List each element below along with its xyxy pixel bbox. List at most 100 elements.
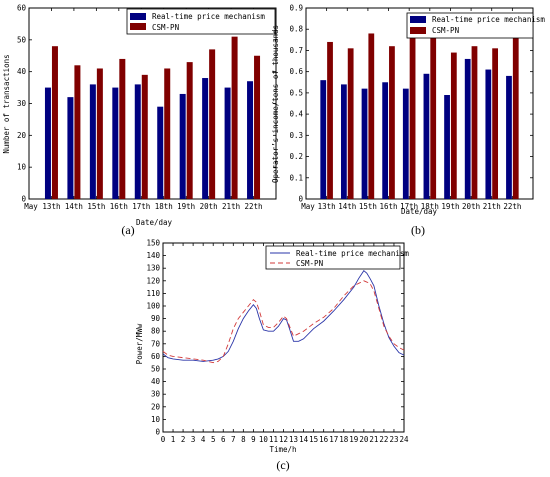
chart-c-ytick-label: 0 <box>155 428 160 437</box>
chart-b-xtick-label: 18th <box>421 202 439 211</box>
chart-c-xtick-label: 17 <box>329 435 338 444</box>
chart-c-ytick-label: 110 <box>146 289 160 298</box>
chart-a-bar-realtime <box>224 87 231 199</box>
chart-a-bar-realtime <box>67 97 74 199</box>
chart-c-xtick-label: 22 <box>379 435 388 444</box>
chart-c-ytick-label: 60 <box>151 352 161 361</box>
chart-a-bar-realtime <box>179 93 186 199</box>
chart-b-ytick-label: 0.7 <box>289 46 303 55</box>
chart-c-xtick-label: 8 <box>241 435 246 444</box>
chart-c-xlabel: Time/h <box>269 445 296 454</box>
chart-a-bar-csm-pn <box>74 65 81 199</box>
chart-a-bar-realtime <box>157 106 164 199</box>
chart-c-ylabel: Power/MWw <box>135 323 144 364</box>
chart-a-bar-csm-pn <box>96 68 103 199</box>
chart-a-xtick-prefix: May <box>24 202 38 211</box>
chart-b-xtick-label: 19th <box>441 202 459 211</box>
chart-a-legend-label-1: Real-time price mechanism <box>152 12 265 21</box>
chart-c-xtick-label: 20 <box>359 435 369 444</box>
chart-b-bar-realtime <box>485 69 492 200</box>
chart-b-bar-csm-pn <box>389 46 395 200</box>
chart-c-xtick-label: 15 <box>309 435 318 444</box>
chart-b-xtick-label: 16th <box>380 202 398 211</box>
chart-a-xtick-label: 19th <box>177 202 195 211</box>
chart-a-bar-realtime <box>89 84 96 199</box>
chart-a-ytick-label: 40 <box>17 67 27 76</box>
chart-a-legend-swatch-1 <box>130 13 146 20</box>
chart-b-bar-csm-pn <box>471 46 478 200</box>
chart-c-ytick-label: 140 <box>146 251 160 260</box>
chart-b-ylabel: Operator’s income/tens of thousands <box>271 25 280 183</box>
chart-b-legend: Real-time price mechanism CSM-PN <box>406 12 545 39</box>
chart-b-ytick-label: 0.9 <box>289 4 303 13</box>
chart-c-ytick-label: 100 <box>146 302 160 311</box>
chart-c: Time/h Power/MWw (c) 0102030405060708090… <box>135 239 409 473</box>
chart-c-xtick-label: 16 <box>319 435 329 444</box>
chart-b-xtick-label: 20th <box>462 202 480 211</box>
chart-c-xtick-label: 24 <box>399 435 409 444</box>
chart-b-xtick-label: 22th <box>503 202 521 211</box>
chart-b-bar-csm-pn <box>430 37 437 199</box>
chart-a-bar-csm-pn <box>141 74 148 199</box>
chart-a-ytick-label: 0 <box>21 195 26 204</box>
chart-a-legend: Real-time price mechanism CSM-PN <box>126 8 276 35</box>
chart-b-bar-realtime <box>361 88 368 199</box>
chart-a-ytick-label: 30 <box>17 99 27 108</box>
chart-c-ytick-label: 90 <box>151 314 161 323</box>
chart-b-legend-label-2: CSM-PN <box>432 26 459 35</box>
chart-c-ytick-label: 40 <box>151 377 161 386</box>
chart-c-xtick-label: 4 <box>201 435 206 444</box>
chart-b-bar-realtime <box>382 82 389 199</box>
chart-a-xtick-label: 18th <box>155 202 173 211</box>
chart-a-bar-csm-pn <box>119 58 126 199</box>
chart-b-bar-csm-pn <box>347 48 354 200</box>
chart-a-panel-label: (a) <box>121 223 134 237</box>
chart-c-series-realtime <box>162 270 405 362</box>
chart-b-ytick-label: 0 <box>298 195 303 204</box>
chart-a-xtick-label: 16th <box>110 202 128 211</box>
chart-c-xtick-label: 0 <box>161 435 166 444</box>
chart-a-bar-realtime <box>202 78 209 199</box>
chart-b-ytick-label: 0.4 <box>289 110 303 119</box>
chart-b-ytick-label: 0.3 <box>289 131 303 140</box>
chart-b-xtick-label: 13th <box>318 202 336 211</box>
chart-b-bar-realtime <box>506 75 512 199</box>
chart-b-ytick-label: 0.8 <box>289 25 303 34</box>
chart-c-xtick-label: 19 <box>349 435 358 444</box>
chart-b-bar-csm-pn <box>450 52 457 199</box>
chart-b-xtick-label: 17th <box>400 202 418 211</box>
chart-b-bar-realtime <box>340 84 347 199</box>
chart-a-ytick-label: 60 <box>17 4 27 13</box>
chart-c-ytick-label: 70 <box>151 339 161 348</box>
chart-c-ytick-label: 120 <box>146 276 160 285</box>
chart-c-panel-label: (c) <box>276 458 289 472</box>
chart-c-xtick-label: 12 <box>279 435 288 444</box>
chart-c-xtick-label: 5 <box>211 435 216 444</box>
chart-a-bar-realtime <box>44 87 51 199</box>
chart-b-bars <box>320 33 519 200</box>
chart-a-ytick-label: 10 <box>17 163 27 172</box>
chart-c-series-csm-pn <box>162 280 405 364</box>
chart-b: Date/day Operator’s income/tens of thous… <box>271 4 545 238</box>
chart-c-xtick-label: 21 <box>369 435 378 444</box>
chart-b-ytick-label: 0.2 <box>289 152 303 161</box>
chart-c-ytick-label: 10 <box>151 415 161 424</box>
chart-a-ylabel: Number of transactions <box>2 54 11 153</box>
chart-c-ytick-label: 50 <box>151 365 161 374</box>
chart-a-xlabel: Date/day <box>136 218 173 227</box>
chart-b-xlabel: Date/day <box>401 207 438 216</box>
chart-a-axes: 0 10 20 30 40 50 60 May 13th 14th 15th 16th 17th 18th… <box>17 4 276 211</box>
chart-b-bar-csm-pn <box>327 41 333 200</box>
chart-b-panel-label: (b) <box>411 223 425 237</box>
chart-a-legend-label-2: CSM-PN <box>152 23 179 32</box>
chart-c-xtick-label: 18 <box>339 435 349 444</box>
chart-c-plot-area <box>162 242 405 433</box>
chart-a-bar-csm-pn <box>254 55 261 199</box>
chart-a-xtick-label: 14th <box>65 202 83 211</box>
chart-a-bar-csm-pn <box>231 36 238 200</box>
chart-c-legend-label-2: CSM-PN <box>296 259 323 268</box>
chart-a-ytick-label: 20 <box>17 131 27 140</box>
